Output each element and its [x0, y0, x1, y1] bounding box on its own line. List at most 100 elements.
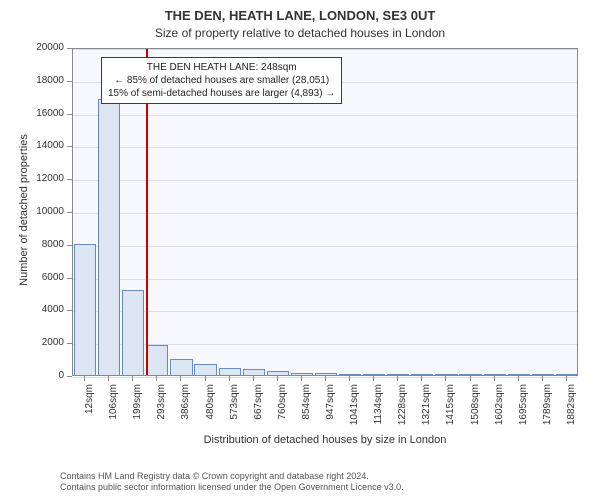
bar: [122, 290, 144, 375]
x-tick: [229, 376, 230, 381]
bar: [194, 364, 216, 375]
x-tick-label: 386sqm: [180, 384, 191, 444]
y-tick: [67, 310, 72, 311]
bar: [243, 369, 265, 375]
x-tick: [325, 376, 326, 381]
bar: [532, 374, 554, 375]
x-tick-label: 1415sqm: [445, 384, 456, 444]
footer-attribution: Contains HM Land Registry data © Crown c…: [60, 471, 404, 494]
bar: [267, 371, 289, 375]
x-tick: [84, 376, 85, 381]
gridline: [73, 213, 577, 214]
x-tick: [445, 376, 446, 381]
gridline: [73, 180, 577, 181]
x-tick: [518, 376, 519, 381]
gridline: [73, 311, 577, 312]
x-tick: [566, 376, 567, 381]
gridline: [73, 49, 577, 50]
x-tick-label: 1041sqm: [349, 384, 360, 444]
plot-area: THE DEN HEATH LANE: 248sqm← 85% of detac…: [72, 48, 578, 376]
y-tick-label: 10000: [14, 206, 64, 217]
x-tick: [180, 376, 181, 381]
bar: [387, 374, 409, 375]
x-tick-label: 854sqm: [301, 384, 312, 444]
bar: [98, 99, 120, 375]
y-tick: [67, 146, 72, 147]
x-tick-label: 1321sqm: [421, 384, 432, 444]
x-tick-label: 1695sqm: [518, 384, 529, 444]
bar: [146, 345, 168, 375]
x-tick: [373, 376, 374, 381]
bar: [315, 373, 337, 375]
footer-line: Contains public sector information licen…: [60, 482, 404, 494]
y-tick-label: 2000: [14, 337, 64, 348]
x-tick-label: 1602sqm: [494, 384, 505, 444]
annotation-line: THE DEN HEATH LANE: 248sqm: [108, 61, 335, 74]
bar: [556, 374, 578, 375]
y-tick: [67, 278, 72, 279]
bar: [74, 244, 96, 375]
y-tick-label: 18000: [14, 75, 64, 86]
x-tick: [205, 376, 206, 381]
y-tick: [67, 376, 72, 377]
x-tick: [156, 376, 157, 381]
y-tick-label: 8000: [14, 239, 64, 250]
gridline: [73, 147, 577, 148]
x-tick-label: 1508sqm: [470, 384, 481, 444]
bar: [411, 374, 433, 375]
x-tick-label: 293sqm: [156, 384, 167, 444]
x-tick-label: 947sqm: [325, 384, 336, 444]
x-tick: [349, 376, 350, 381]
footer-line: Contains HM Land Registry data © Crown c…: [60, 471, 404, 483]
x-tick-label: 1228sqm: [397, 384, 408, 444]
y-tick-label: 6000: [14, 272, 64, 283]
x-tick: [542, 376, 543, 381]
x-tick-label: 573sqm: [229, 384, 240, 444]
bar: [459, 374, 481, 375]
x-tick-label: 1134sqm: [373, 384, 384, 444]
bar: [508, 374, 530, 375]
y-tick: [67, 212, 72, 213]
x-tick: [301, 376, 302, 381]
x-tick: [470, 376, 471, 381]
bar: [219, 368, 241, 375]
y-tick-label: 0: [14, 370, 64, 381]
x-tick-label: 667sqm: [253, 384, 264, 444]
y-tick: [67, 114, 72, 115]
bar: [339, 374, 361, 375]
gridline: [73, 279, 577, 280]
chart-title: THE DEN, HEATH LANE, LONDON, SE3 0UT: [0, 8, 600, 23]
x-tick: [277, 376, 278, 381]
annotation-box: THE DEN HEATH LANE: 248sqm← 85% of detac…: [101, 57, 342, 104]
y-tick-label: 4000: [14, 304, 64, 315]
bar: [484, 374, 506, 375]
x-tick-label: 1882sqm: [566, 384, 577, 444]
x-tick-label: 1789sqm: [542, 384, 553, 444]
x-tick: [132, 376, 133, 381]
x-tick-label: 106sqm: [108, 384, 119, 444]
x-tick: [108, 376, 109, 381]
y-tick: [67, 179, 72, 180]
x-tick-label: 12sqm: [84, 384, 95, 444]
gridline: [73, 115, 577, 116]
annotation-line: 15% of semi-detached houses are larger (…: [108, 87, 335, 100]
bar: [291, 373, 313, 375]
x-tick: [494, 376, 495, 381]
gridline: [73, 246, 577, 247]
bar: [363, 374, 385, 375]
y-tick: [67, 48, 72, 49]
x-tick: [421, 376, 422, 381]
x-tick-label: 199sqm: [132, 384, 143, 444]
x-tick: [253, 376, 254, 381]
x-tick-label: 760sqm: [277, 384, 288, 444]
bar: [170, 359, 192, 375]
y-tick: [67, 81, 72, 82]
y-tick-label: 16000: [14, 108, 64, 119]
x-tick-label: 480sqm: [205, 384, 216, 444]
y-tick: [67, 343, 72, 344]
chart-subtitle: Size of property relative to detached ho…: [0, 26, 600, 40]
x-tick: [397, 376, 398, 381]
y-tick-label: 20000: [14, 42, 64, 53]
y-tick-label: 14000: [14, 140, 64, 151]
annotation-line: ← 85% of detached houses are smaller (28…: [108, 74, 335, 87]
